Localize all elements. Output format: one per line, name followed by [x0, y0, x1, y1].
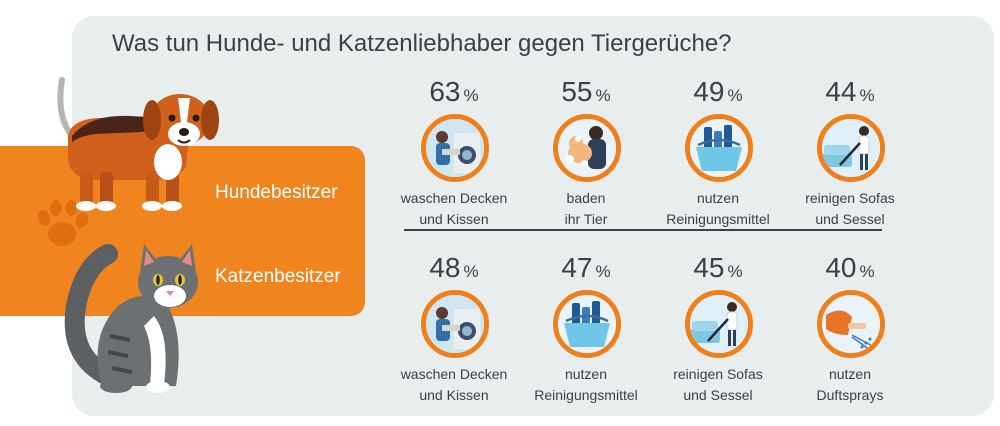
stat-value: 48% [384, 252, 524, 284]
caption-line-2: Reinigungsmittel [534, 387, 638, 403]
caption-line-1: nutzen [696, 190, 740, 206]
stat-caption: reinigen Sofas und Sessel [770, 188, 930, 230]
percent-number: 44 [825, 76, 857, 107]
percent-unit: % [463, 262, 479, 281]
stat-value: 49% [648, 76, 788, 108]
percent-unit: % [727, 86, 743, 105]
caption-line-1: waschen Decken [400, 366, 508, 382]
percent-number: 45 [693, 252, 725, 283]
cleaning-bucket-icon [685, 114, 753, 182]
paw-print-icon [37, 200, 89, 246]
stat-caption: baden ihr Tier [506, 188, 666, 230]
bathing-dog-icon [553, 114, 621, 182]
percent-unit: % [859, 262, 875, 281]
spray-bottle-icon [817, 290, 885, 358]
stat-caption: reinigen Sofas und Sessel [638, 364, 798, 406]
caption-line-2: Reinigungsmittel [666, 211, 770, 227]
stat-caption: nutzen Reinigungsmittel [638, 188, 798, 230]
stat-caption: waschen Decken und Kissen [374, 188, 534, 230]
caption-line-1: waschen Decken [400, 190, 508, 206]
caption-line-2: und Sessel [815, 211, 885, 227]
stat-value: 45% [648, 252, 788, 284]
caption-line-2: und Kissen [419, 387, 489, 403]
washing-machine-icon [421, 290, 489, 358]
group-label-hundebesitzer: Hundebesitzer [215, 182, 338, 203]
caption-line-1: nutzen [828, 366, 872, 382]
caption-line-2: Duftsprays [816, 387, 884, 403]
percent-number: 48 [429, 252, 461, 283]
percent-unit: % [859, 86, 875, 105]
caption-line-1: reinigen Sofas [673, 366, 763, 382]
stat-value: 63% [384, 76, 524, 108]
stat-caption: nutzen Reinigungsmittel [506, 364, 666, 406]
percent-number: 47 [561, 252, 593, 283]
percent-unit: % [595, 262, 611, 281]
stat-value: 44% [780, 76, 920, 108]
cleaning-bucket-icon [553, 290, 621, 358]
caption-line-1: baden [566, 190, 606, 206]
vacuum-sofa-icon [685, 290, 753, 358]
dog-illustration [57, 77, 219, 211]
stat-caption: waschen Decken und Kissen [374, 364, 534, 406]
percent-number: 49 [693, 76, 725, 107]
row-divider [404, 229, 882, 231]
washing-machine-icon [421, 114, 489, 182]
percent-number: 40 [825, 252, 857, 283]
caption-line-2: und Sessel [683, 387, 753, 403]
percent-unit: % [463, 86, 479, 105]
cat-illustration [64, 244, 198, 393]
caption-line-1: reinigen Sofas [805, 190, 895, 206]
chart-title: Was tun Hunde- und Katzenliebhaber gegen… [112, 30, 732, 57]
percent-unit: % [595, 86, 611, 105]
stat-value: 47% [516, 252, 656, 284]
stat-value: 40% [780, 252, 920, 284]
percent-number: 55 [561, 76, 593, 107]
stat-caption: nutzen Duftsprays [770, 364, 930, 406]
group-label-katzenbesitzer: Katzenbesitzer [215, 266, 341, 287]
percent-unit: % [727, 262, 743, 281]
vacuum-sofa-icon [817, 114, 885, 182]
caption-line-2: und Kissen [419, 211, 489, 227]
caption-line-2: ihr Tier [564, 211, 608, 227]
caption-line-1: nutzen [564, 366, 608, 382]
stat-value: 55% [516, 76, 656, 108]
percent-number: 63 [429, 76, 461, 107]
